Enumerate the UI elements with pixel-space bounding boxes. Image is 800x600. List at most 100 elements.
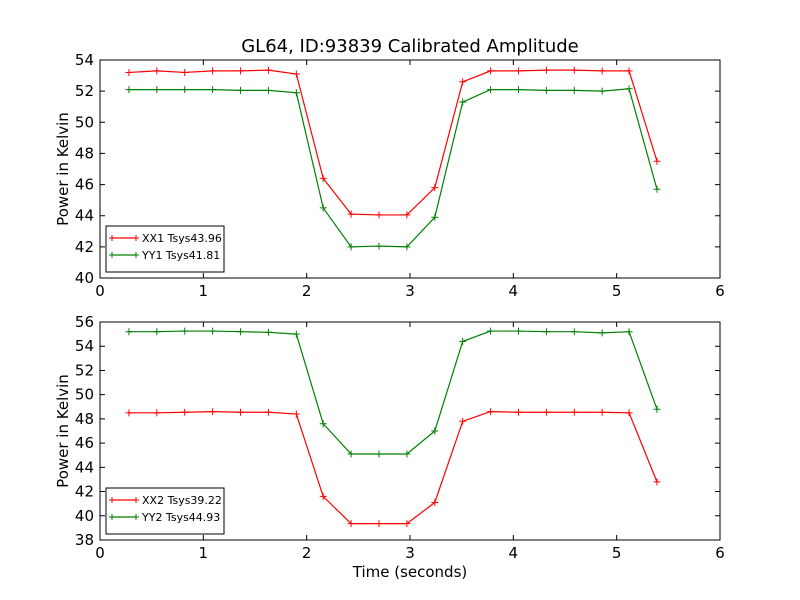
bottom-series-1-point-7 [319,420,327,428]
bottom-legend-marker-0 [109,497,139,503]
bottom-series-0-point-8 [347,520,355,528]
top-series-0-point-15 [542,66,550,74]
bottom-series-0-point-15 [542,408,550,416]
top-legend-marker-0 [109,235,139,241]
bottom-series-0-point-4 [237,408,245,416]
bottom-series-1-point-2 [181,327,189,335]
bottom-x-tick-label-6: 6 [715,544,725,562]
bottom-series-0-point-0 [125,409,133,417]
bottom-y-tick-label-3: 44 [75,458,94,476]
top-series-0-point-5 [264,66,272,74]
bottom-series-line-0 [128,411,658,525]
bottom-series-1-point-8 [347,450,355,458]
bottom-series-0-point-11 [431,498,439,506]
top-series-line-0 [128,69,658,216]
top-series-0-point-3 [209,67,217,75]
top-series-1-point-0 [125,86,133,94]
top-series-0-point-11 [431,184,439,192]
bottom-series-0-point-16 [570,408,578,416]
top-y-tick-label-6: 52 [75,82,94,100]
top-series-0-point-18 [625,67,633,75]
top-legend-marker-1 [109,252,139,258]
bottom-legend: XX2 Tsys39.22 YY2 Tsys44.93 [105,487,225,535]
bottom-series-0-point-12 [459,417,467,425]
bottom-y-tick-label-1: 40 [75,507,94,525]
bottom-x-tick-label-4: 4 [509,544,519,562]
top-plot: 0 1 2 3 4 5 6 40 42 44 46 48 50 52 54 Power in Kelvin XX… [54,51,725,300]
bottom-series-0-point-18 [625,409,633,417]
top-y-tick-label-5: 50 [75,113,94,131]
top-legend: XX1 Tsys43.96 YY1 Tsys41.81 [105,225,225,273]
bottom-series-0-point-6 [292,410,300,418]
top-series-line-1 [128,88,658,248]
bottom-series-1-point-5 [264,328,272,336]
top-y-tick-label-3: 46 [75,176,94,194]
top-series-0-point-19 [653,157,661,165]
top-series-0-point-4 [237,67,245,75]
top-series-1-point-1 [153,86,161,94]
top-series-0-point-2 [181,68,189,76]
top-series-0-point-8 [347,210,355,218]
top-series-1-point-14 [515,86,522,94]
bottom-series-0-point-5 [264,408,272,416]
bottom-series-1-point-9 [375,450,383,458]
top-legend-label-1: YY1 Tsys41.81 [141,249,220,262]
bottom-y-tick-label-7: 52 [75,361,94,379]
top-series-1-point-4 [237,86,245,94]
bottom-series-0-point-13 [487,408,495,416]
bottom-series-line-1 [128,330,658,455]
bottom-y-tick-label-6: 50 [75,386,94,404]
top-x-tick-label-4: 4 [509,282,519,300]
bottom-y-tick-label-9: 56 [75,313,94,331]
bottom-series-1-point-13 [487,327,495,335]
bottom-series-0-point-1 [153,409,161,417]
top-series-1-point-18 [625,85,633,93]
bottom-legend-marker-1 [109,514,139,520]
bottom-x-axis-label: Time (seconds) [352,563,468,581]
top-series-1-point-15 [542,86,550,94]
top-x-tick-label-0: 0 [95,282,105,300]
top-series-0-point-16 [570,66,578,74]
bottom-series-1-point-4 [237,328,245,336]
bottom-x-tick-label-2: 2 [302,544,312,562]
bottom-y-tick-label-2: 42 [75,483,94,501]
top-series-1-point-9 [375,242,383,250]
top-y-tick-label-7: 54 [75,51,94,69]
bottom-series-1-point-16 [570,328,578,336]
bottom-x-tick-label-0: 0 [95,544,105,562]
top-series-1-point-11 [431,213,439,221]
bottom-series-1-point-0 [125,328,133,336]
top-x-tick-label-1: 1 [199,282,209,300]
bottom-series-1-point-14 [515,327,522,335]
top-series-0-point-14 [515,67,522,75]
bottom-series-0-point-17 [598,408,606,416]
bottom-series-0-point-19 [653,478,661,486]
top-y-tick-label-4: 48 [75,144,94,162]
bottom-series-1-point-3 [209,327,217,335]
bottom-series-0-point-3 [209,408,217,416]
bottom-series-1-point-11 [431,427,439,435]
top-series-1-point-5 [264,86,272,94]
bottom-series-1-point-18 [625,328,633,336]
bottom-series-0-point-14 [515,408,522,416]
top-series-1-point-3 [209,86,217,94]
top-series-0-point-7 [319,174,327,182]
top-series-1-point-8 [347,243,355,251]
top-series-0-point-10 [403,211,411,219]
top-series-1-point-16 [570,86,578,94]
top-y-tick-label-2: 44 [75,207,94,225]
bottom-y-tick-label-8: 54 [75,337,94,355]
top-series-0-point-9 [375,211,383,219]
top-series-1-point-10 [403,243,411,251]
bottom-series-1-point-12 [459,337,467,345]
top-x-tick-label-2: 2 [302,282,312,300]
top-series-1-point-2 [181,86,189,94]
top-series-1-point-17 [598,87,606,95]
bottom-series-0-point-7 [319,492,327,500]
top-y-axis-label: Power in Kelvin [54,112,72,226]
bottom-series-0-point-9 [375,520,383,528]
bottom-y-axis-label: Power in Kelvin [54,374,72,488]
top-legend-label-0: XX1 Tsys43.96 [142,232,222,245]
